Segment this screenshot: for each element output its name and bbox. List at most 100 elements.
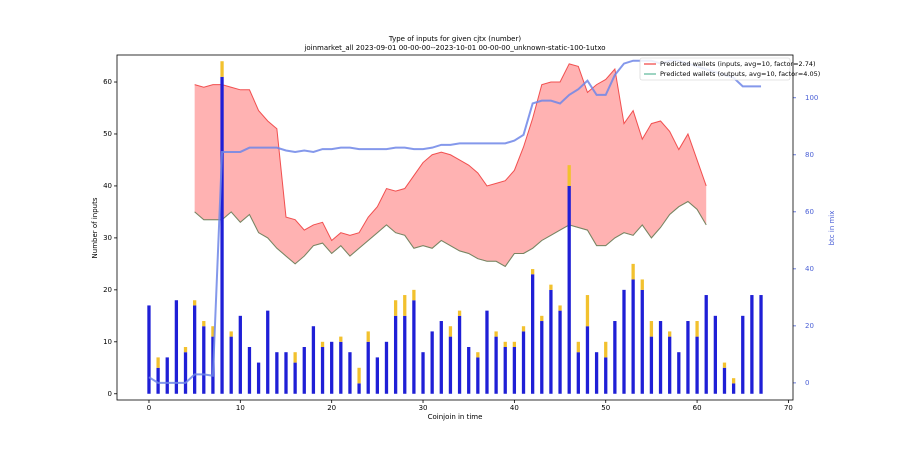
bar <box>567 165 571 186</box>
band-fill <box>194 63 707 267</box>
bar <box>713 315 717 394</box>
bar <box>412 289 416 301</box>
bar <box>393 300 398 316</box>
bar <box>229 331 233 337</box>
x-tick-label: 20 <box>327 404 336 412</box>
bar <box>366 331 370 342</box>
bar <box>457 315 462 394</box>
bar <box>540 321 544 394</box>
bar <box>558 310 562 394</box>
bar <box>430 331 434 394</box>
bar <box>640 289 644 394</box>
bar <box>256 362 261 394</box>
chart-title: Type of inputs for given cjtx (number) <box>388 35 521 43</box>
bar <box>759 295 763 394</box>
bar <box>640 279 644 290</box>
y-tick-label: 10 <box>103 338 112 346</box>
bar <box>677 352 681 394</box>
legend-box <box>639 57 791 81</box>
bar <box>412 300 416 394</box>
bar <box>686 321 690 394</box>
bar <box>695 336 699 394</box>
bar <box>576 352 580 394</box>
bar <box>457 310 462 316</box>
chart-subtitle: joinmarket_all 2023-09-01 00-00-00--2023… <box>303 44 605 52</box>
line <box>194 63 707 242</box>
bar <box>604 341 608 358</box>
bar <box>421 352 425 394</box>
bar <box>750 295 754 394</box>
bar <box>494 336 498 394</box>
bar <box>293 352 297 363</box>
bar <box>384 341 389 394</box>
x-tick-label: 70 <box>784 404 793 412</box>
bar <box>320 341 325 348</box>
bar <box>403 295 407 316</box>
y2-tick-label: 40 <box>805 265 814 273</box>
y2-tick-label: 20 <box>805 322 814 330</box>
bar <box>512 341 517 348</box>
bar <box>512 347 517 394</box>
bar <box>521 331 526 394</box>
bar <box>183 347 188 353</box>
bar <box>731 383 736 394</box>
bar <box>540 315 544 322</box>
bar <box>147 305 151 394</box>
bar <box>594 352 599 394</box>
y2-axis-label: btc in mix <box>828 211 836 246</box>
bar <box>521 326 526 332</box>
bar <box>668 331 672 337</box>
y2-tick-label: 60 <box>805 208 814 216</box>
bar <box>266 310 270 394</box>
bar <box>339 336 343 342</box>
bar <box>576 341 580 353</box>
bar <box>229 336 233 394</box>
bar <box>193 300 197 306</box>
bar <box>668 336 672 394</box>
bar <box>613 321 617 394</box>
bar <box>156 367 160 394</box>
legend-label: Predicted wallets (inputs, avg=10, facto… <box>660 60 816 68</box>
bar <box>330 341 334 394</box>
bar <box>165 357 169 394</box>
bar <box>467 347 471 394</box>
bar <box>247 347 252 394</box>
plot-frame <box>116 54 794 401</box>
bar <box>357 383 361 394</box>
x-tick-label: 30 <box>419 404 428 412</box>
y-tick-label: 60 <box>103 78 112 86</box>
bar <box>704 295 708 394</box>
bar <box>549 284 553 290</box>
bar <box>485 310 489 394</box>
bar <box>531 274 535 394</box>
bar <box>439 321 443 394</box>
bar <box>567 185 571 394</box>
x-tick-label: 60 <box>693 404 702 412</box>
bar <box>403 315 407 394</box>
bar <box>585 295 590 327</box>
bar <box>604 357 608 394</box>
bar <box>476 352 480 358</box>
bar <box>202 321 206 327</box>
bar <box>348 352 352 394</box>
x-tick-label: 10 <box>236 404 245 412</box>
bar <box>722 362 727 368</box>
bar <box>741 315 745 394</box>
bar <box>649 321 654 337</box>
y-tick-label: 40 <box>103 182 112 190</box>
bar <box>284 352 288 394</box>
bar <box>311 326 316 394</box>
bar <box>220 76 224 394</box>
bar <box>193 305 197 394</box>
bar <box>375 357 379 394</box>
legend-label: Predicted wallets (outputs, avg=10, fact… <box>660 70 820 78</box>
bar <box>494 331 498 337</box>
bar <box>658 321 663 394</box>
x-tick-label: 40 <box>510 404 519 412</box>
y2-tick-label: 100 <box>805 94 818 102</box>
bar <box>585 326 590 394</box>
bar <box>156 357 160 368</box>
bar <box>275 352 279 394</box>
bar <box>503 347 507 394</box>
